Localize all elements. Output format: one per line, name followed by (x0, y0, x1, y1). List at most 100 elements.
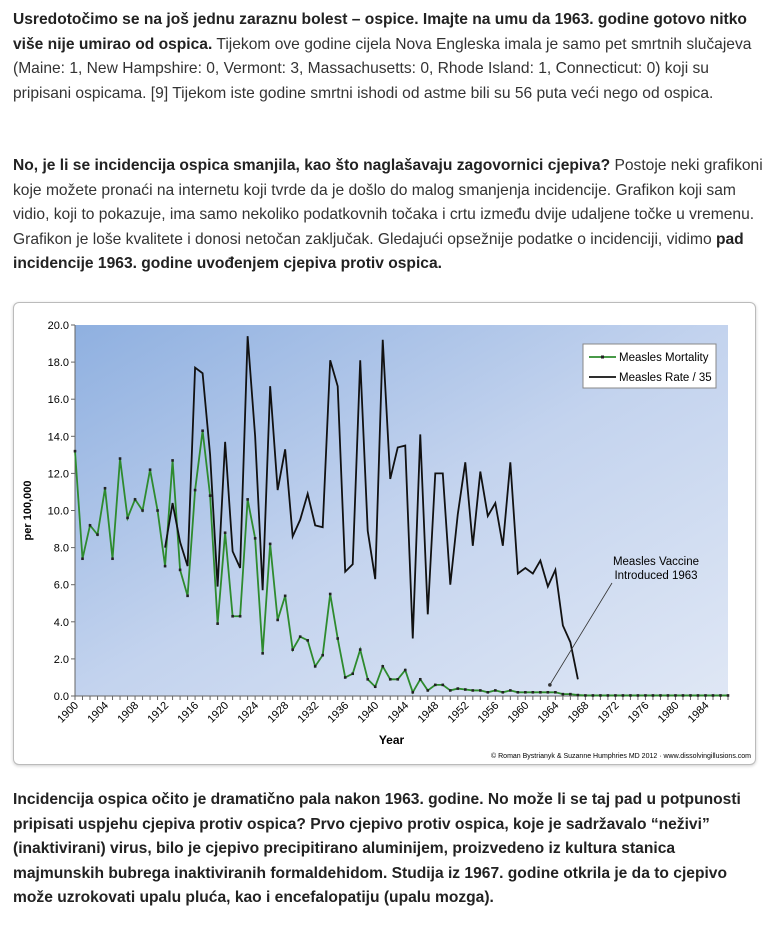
paragraph-2: No, je li se incidencija ospica smanjila… (13, 154, 763, 277)
mortality-point (388, 678, 392, 681)
mortality-point (426, 689, 430, 692)
legend-label: Measles Rate / 35 (619, 372, 712, 384)
mortality-point (726, 694, 730, 697)
mortality-point (291, 648, 294, 651)
mortality-point (208, 494, 212, 497)
mortality-point (178, 568, 182, 572)
paragraph-2-bold: No, je li se incidencija ospica smanjila… (13, 157, 611, 174)
x-axis-title: Year (379, 733, 405, 747)
mortality-point (403, 668, 407, 672)
mortality-point (569, 692, 572, 696)
mortality-point (591, 694, 595, 697)
mortality-point (441, 683, 445, 687)
x-tick-label: 1948 (416, 700, 442, 726)
mortality-point (313, 665, 317, 668)
mortality-point (448, 689, 452, 692)
mortality-point (216, 622, 219, 625)
mortality-point (659, 694, 662, 697)
mortality-point (118, 457, 122, 460)
mortality-point (606, 694, 610, 697)
chart-svg: 0.0 2.0 4.0 6.0 8.0 10.0 12.0 14.0 16.0 18.0 20.0 1… (22, 320, 751, 760)
mortality-point (141, 509, 144, 512)
mortality-point (351, 672, 355, 676)
mortality-point (96, 533, 99, 536)
x-tick-label: 1956 (476, 700, 502, 726)
mortality-point (298, 635, 302, 638)
mortality-point (411, 690, 415, 694)
x-tick-label: 1944 (386, 700, 412, 726)
mortality-point (599, 694, 602, 697)
paragraph-3: Incidencija ospica očito je dramatično p… (13, 788, 763, 911)
x-tick-label: 1932 (296, 700, 322, 726)
measles-chart: 0.0 2.0 4.0 6.0 8.0 10.0 12.0 14.0 16.0 18.0 20.0 1… (13, 302, 756, 765)
y-tick-label: 12.0 (48, 468, 69, 480)
mortality-point (171, 459, 174, 462)
mortality-point (719, 694, 722, 697)
x-tick-label: 1912 (145, 700, 171, 726)
paragraph-1-bold: Usredotočimo se na još jednu zaraznu bol… (13, 11, 747, 53)
mortality-point (614, 694, 617, 697)
x-tick-label: 1920 (205, 700, 231, 726)
y-tick-label: 18.0 (48, 357, 69, 369)
x-tick-label: 1968 (566, 700, 592, 726)
y-tick-label: 0.0 (54, 691, 69, 703)
mortality-point (186, 594, 189, 598)
mortality-point (479, 689, 482, 692)
x-tick-label: 1972 (596, 700, 622, 726)
y-tick-label: 16.0 (48, 394, 69, 406)
paragraph-1: Usredotočimo se na još jednu zaraznu bol… (13, 8, 763, 106)
mortality-point (651, 694, 655, 697)
y-tick-label: 10.0 (48, 506, 69, 518)
paragraph-2-bold-end: pad incidencije 1963. godine uvođenjem c… (13, 230, 744, 273)
mortality-point (328, 592, 332, 596)
mortality-point (381, 665, 385, 668)
mortality-point (433, 683, 437, 687)
x-tick-label: 1984 (686, 700, 712, 726)
mortality-point (689, 694, 692, 697)
mortality-point (396, 678, 400, 681)
y-tick-label: 14.0 (48, 431, 69, 443)
paragraph-3-bold: Incidencija ospica očito je dramatično p… (13, 791, 741, 907)
x-tick-label: 1928 (265, 700, 291, 726)
x-tick-label: 1976 (626, 700, 652, 726)
x-tick-label: 1960 (506, 700, 532, 726)
legend-marker (601, 355, 604, 359)
mortality-point (531, 690, 535, 694)
x-tick-label: 1964 (536, 700, 562, 726)
legend (582, 343, 717, 389)
mortality-point (201, 429, 204, 433)
legend-label: Measles Mortality (619, 352, 709, 364)
mortality-point (561, 692, 565, 696)
paragraph-1-text: Tijekom ove godine cijela Nova Engleska … (13, 35, 752, 102)
y-tick-label: 20.0 (48, 320, 69, 332)
chart-credit: © Roman Bystrianyk & Suzanne Humphries M… (491, 752, 751, 760)
mortality-point (343, 676, 347, 679)
mortality-point (509, 689, 512, 692)
mortality-point (148, 468, 152, 471)
mortality-point (516, 690, 520, 694)
mortality-point (126, 516, 129, 520)
series-line-mortality (74, 430, 728, 697)
mortality-point (456, 687, 460, 690)
mortality-point (418, 678, 422, 681)
mortality-point (471, 689, 475, 692)
mortality-point (321, 653, 324, 657)
y-tick-label: 6.0 (54, 580, 69, 592)
y-tick-label: 2.0 (54, 654, 69, 666)
mortality-point (373, 685, 377, 689)
x-tick-label: 1924 (235, 700, 261, 726)
mortality-point (463, 688, 467, 691)
mortality-point (111, 557, 114, 561)
mortality-point (674, 694, 677, 697)
paragraph-2-text: Postoje neki grafikoni koje možete prona… (13, 157, 763, 248)
y-axis-title: per 100,000 (22, 481, 34, 541)
mortality-point (711, 694, 715, 697)
mortality-point (81, 557, 84, 561)
mortality-point (156, 509, 159, 512)
mortality-point (636, 694, 640, 697)
mortality-point (133, 498, 137, 501)
mortality-point (696, 694, 700, 697)
mortality-point (193, 488, 197, 492)
mortality-point (584, 694, 587, 697)
annotation-arrowhead (548, 683, 552, 687)
